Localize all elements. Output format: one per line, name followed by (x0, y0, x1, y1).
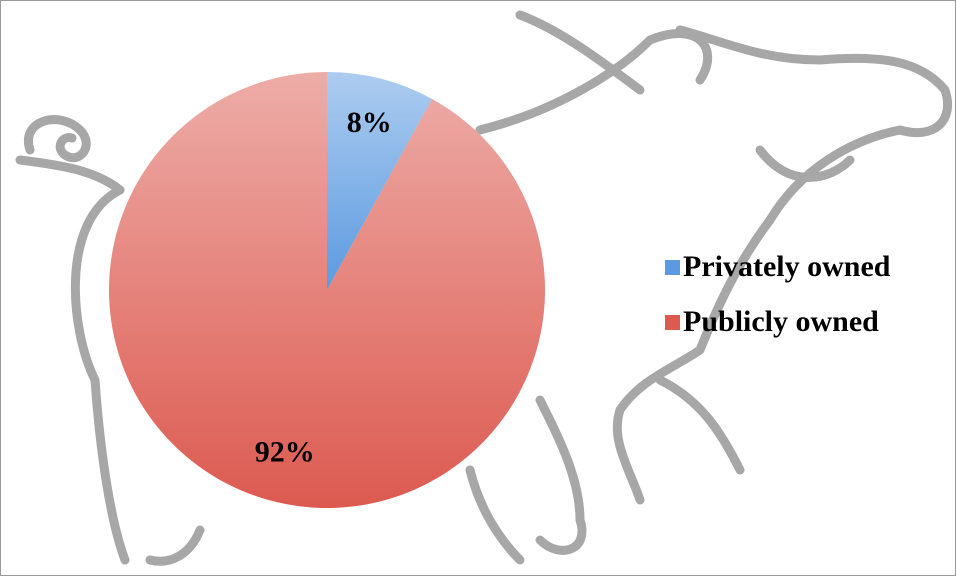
legend-swatch (665, 315, 680, 330)
legend-label: Publicly owned (683, 305, 879, 338)
pie-slice (327, 72, 433, 290)
legend-label: Privately owned (683, 250, 891, 283)
legend-swatch (665, 260, 680, 275)
pig-background (15, 10, 953, 566)
pie (108, 72, 545, 508)
pie-slice (108, 72, 545, 508)
data-label: 8% (347, 106, 392, 139)
data-label: 92% (255, 436, 315, 469)
